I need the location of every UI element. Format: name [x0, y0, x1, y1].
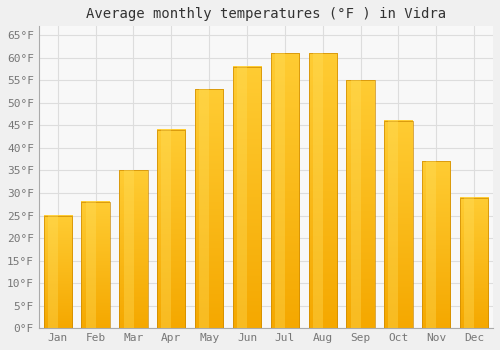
- Title: Average monthly temperatures (°F ) in Vidra: Average monthly temperatures (°F ) in Vi…: [86, 7, 446, 21]
- Bar: [460, 197, 488, 328]
- Bar: [195, 89, 224, 328]
- Bar: [422, 161, 450, 328]
- Bar: [119, 170, 148, 328]
- Bar: [308, 53, 337, 328]
- Bar: [384, 121, 412, 328]
- Bar: [82, 202, 110, 328]
- Bar: [346, 80, 375, 328]
- Bar: [233, 67, 261, 328]
- Bar: [270, 53, 299, 328]
- Bar: [157, 130, 186, 328]
- Bar: [44, 216, 72, 328]
